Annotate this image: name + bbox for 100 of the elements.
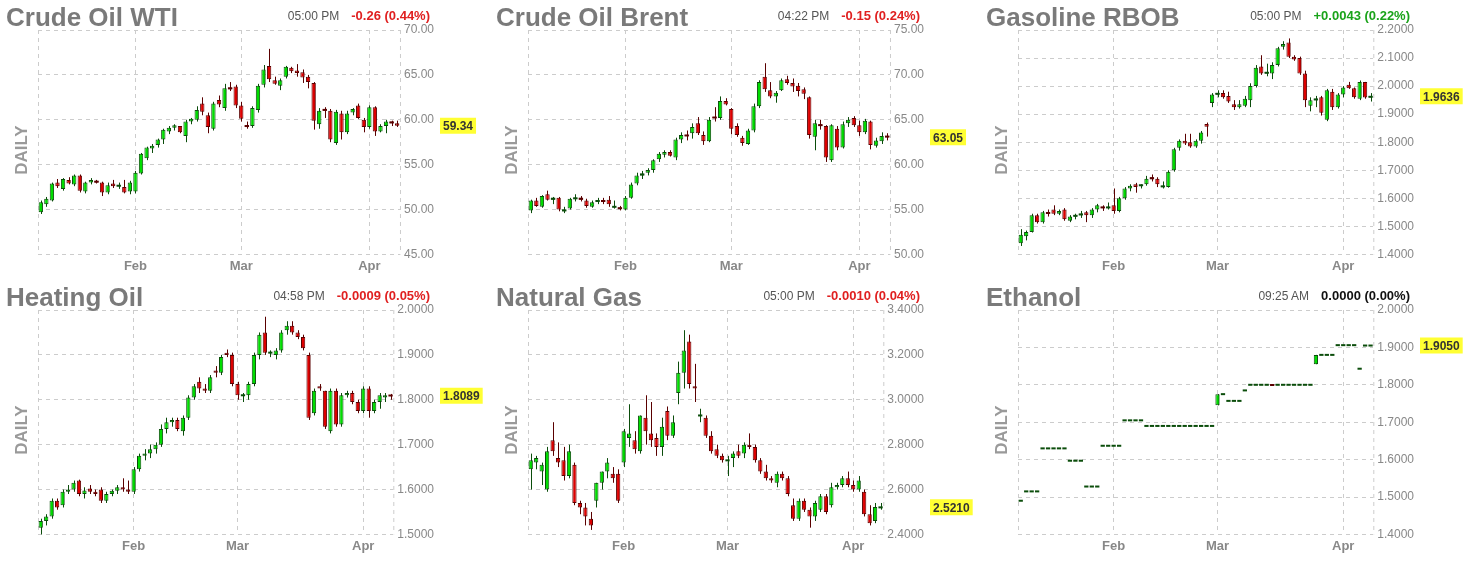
candlestick bbox=[868, 120, 873, 150]
x-tick-label: Mar bbox=[1205, 257, 1230, 273]
text: DAILY bbox=[502, 405, 522, 455]
x-tick-label: Feb bbox=[1102, 537, 1126, 553]
y-tick-label: 75.00 bbox=[893, 22, 925, 37]
candlestick bbox=[692, 363, 697, 403]
y-tick-label: 65.00 bbox=[893, 112, 925, 127]
y-tick-label: 1.4000 bbox=[1377, 526, 1415, 541]
text: 1.9050 bbox=[1423, 338, 1461, 353]
candlestick bbox=[681, 329, 686, 390]
candlestick bbox=[555, 441, 561, 468]
candlestick bbox=[643, 394, 648, 446]
y-tick-label: 3.0000 bbox=[887, 392, 925, 407]
y-tick-label: 1.9000 bbox=[397, 347, 435, 362]
candlestick bbox=[339, 110, 344, 141]
text: 1.8089 bbox=[443, 389, 481, 404]
y-tick-label: 2.0000 bbox=[1377, 302, 1415, 317]
y-tick-label: 1.7000 bbox=[1377, 162, 1415, 177]
text: -0.26 (0.44%) bbox=[351, 8, 430, 23]
candlestick bbox=[790, 498, 796, 522]
y-tick-label: 2.8000 bbox=[887, 436, 925, 451]
text: -0.0010 (0.04%) bbox=[826, 288, 920, 303]
y-tick-label: 50.00 bbox=[893, 246, 925, 261]
y-tick-label: 70.00 bbox=[403, 22, 435, 37]
x-tick-label: Feb bbox=[123, 257, 148, 273]
candlestick bbox=[725, 455, 730, 477]
candlestick bbox=[257, 331, 262, 360]
text: DAILY bbox=[12, 405, 32, 455]
y-tick-label: 1.4000 bbox=[1377, 246, 1415, 261]
candlestick bbox=[785, 475, 790, 497]
y-tick-label: 70.00 bbox=[893, 67, 925, 82]
chart-title: Ethanol bbox=[986, 282, 1082, 313]
x-tick-label: Mar bbox=[715, 537, 740, 553]
y-tick-label: 50.00 bbox=[403, 201, 435, 216]
candlestick bbox=[367, 104, 372, 130]
candlestick bbox=[823, 493, 829, 515]
candlestick bbox=[550, 421, 555, 457]
y-tick-label: 1.9000 bbox=[1377, 339, 1415, 354]
text: 63.05 bbox=[933, 130, 964, 145]
y-tick-label: 2.2000 bbox=[1377, 22, 1415, 37]
y-tick-label: 65.00 bbox=[403, 67, 435, 82]
y-tick-label: 2.6000 bbox=[887, 481, 925, 496]
x-tick-label: Feb bbox=[613, 257, 638, 273]
text: 05:00 PM bbox=[287, 9, 340, 23]
x-tick-label: Mar bbox=[229, 257, 253, 273]
candlestick bbox=[1319, 95, 1324, 117]
y-tick-label: 45.00 bbox=[403, 246, 435, 261]
candlestick bbox=[670, 414, 675, 439]
y-tick-label: 2.0000 bbox=[397, 302, 435, 317]
x-tick-label: Mar bbox=[1205, 537, 1230, 553]
y-tick-label: 1.8000 bbox=[1377, 134, 1415, 149]
candlestick bbox=[561, 446, 566, 482]
y-tick-label: 60.00 bbox=[893, 156, 925, 171]
y-tick-label: 2.1000 bbox=[1377, 50, 1415, 65]
x-tick-label: Apr bbox=[848, 257, 871, 273]
y-tick-label: 1.9000 bbox=[1377, 106, 1415, 121]
candlestick bbox=[183, 119, 188, 143]
candlestick bbox=[211, 101, 216, 132]
y-tick-label: 2.4000 bbox=[887, 526, 925, 541]
candlestick bbox=[673, 137, 678, 161]
x-tick-label: Feb bbox=[612, 537, 636, 553]
y-tick-label: 1.5000 bbox=[1377, 489, 1415, 504]
y-tick-label: 1.5000 bbox=[1377, 218, 1415, 233]
chart-title: Gasoline RBOB bbox=[986, 2, 1180, 33]
candlestick bbox=[222, 83, 227, 112]
candlestick bbox=[250, 105, 255, 129]
candlestick bbox=[626, 403, 632, 448]
text: 59.34 bbox=[443, 119, 474, 133]
y-tick-label: 55.00 bbox=[403, 156, 435, 171]
y-tick-label: 1.5000 bbox=[397, 526, 435, 541]
y-tick-label: 1.7000 bbox=[397, 436, 435, 451]
chart-title: Natural Gas bbox=[496, 282, 642, 313]
candlestick bbox=[1259, 54, 1264, 76]
y-tick-label: 1.8000 bbox=[1377, 377, 1415, 392]
text: DAILY bbox=[502, 125, 522, 175]
x-tick-label: Mar bbox=[719, 257, 743, 273]
x-tick-label: Apr bbox=[842, 537, 865, 553]
text: -0.15 (0.24%) bbox=[841, 8, 920, 23]
candlestick bbox=[583, 502, 588, 526]
candlestick bbox=[262, 316, 267, 356]
candlestick bbox=[539, 462, 544, 486]
x-tick-label: Apr bbox=[352, 537, 375, 553]
x-tick-label: Feb bbox=[1102, 257, 1126, 273]
candlestick bbox=[1111, 187, 1116, 215]
candlestick bbox=[566, 444, 572, 479]
text: +0.0043 (0.22%) bbox=[1313, 8, 1410, 23]
candlestick bbox=[840, 121, 845, 149]
text: 05:00 PM bbox=[763, 289, 815, 303]
candlestick bbox=[648, 401, 654, 448]
y-tick-label: 60.00 bbox=[403, 112, 435, 127]
y-tick-label: 3.2000 bbox=[887, 347, 925, 362]
text: DAILY bbox=[992, 125, 1012, 175]
x-tick-label: Apr bbox=[1332, 537, 1355, 553]
candlestick bbox=[261, 64, 266, 88]
text: 04:58 PM bbox=[273, 289, 325, 303]
x-tick-label: Feb bbox=[122, 537, 146, 553]
text: 04:22 PM bbox=[777, 9, 830, 23]
text: 05:00 PM bbox=[1250, 9, 1302, 23]
text: 0.0000 (0.00%) bbox=[1321, 288, 1410, 303]
y-tick-label: 1.7000 bbox=[1377, 414, 1415, 429]
